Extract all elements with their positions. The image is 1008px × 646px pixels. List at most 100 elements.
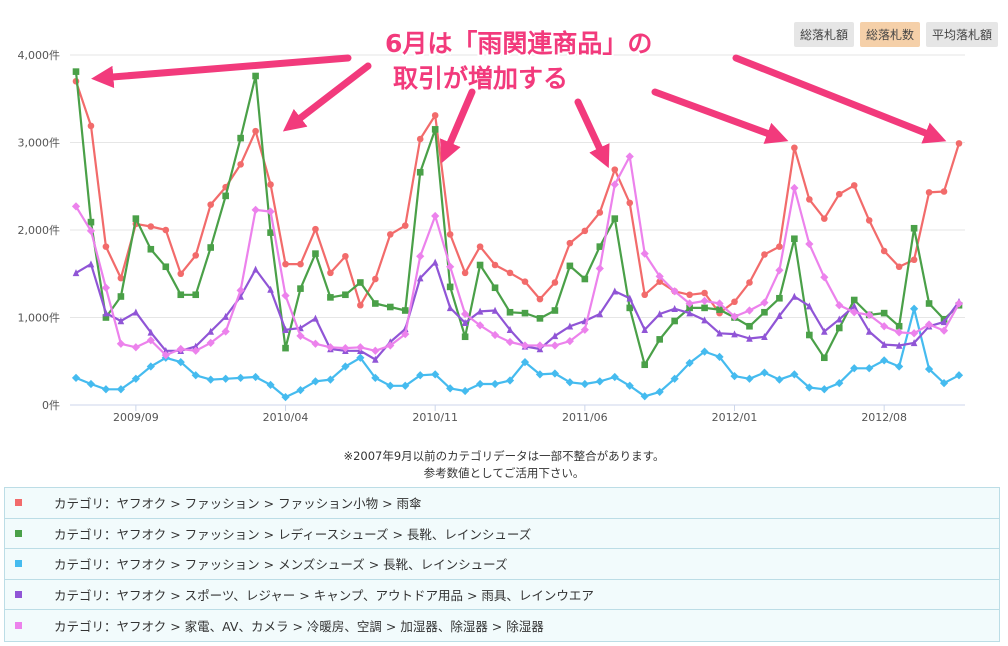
series-4 [71,152,964,360]
data-point [581,275,589,283]
data-point [626,294,634,302]
data-point [880,340,888,348]
data-point [895,328,904,337]
data-point [131,343,140,352]
y-tick-label: 2,000件 [18,224,61,237]
data-point [626,304,634,312]
data-point [491,261,499,269]
data-point [791,144,798,152]
data-point [357,279,364,286]
x-tick-label: 2012/01 [712,411,758,424]
data-point [252,127,259,135]
data-point [252,265,259,273]
x-tick-label: 2010/04 [263,411,309,424]
tab-average-amount[interactable]: 平均落札額 [925,22,998,47]
data-point [716,306,723,313]
annotation-arrow [574,98,610,169]
data-point [880,322,889,331]
data-point [835,324,843,332]
data-point [745,374,754,383]
data-point [476,261,484,269]
data-point [850,308,859,317]
data-point [386,231,394,238]
data-point [910,329,919,338]
legend-swatch [15,529,22,537]
legend-item-ladies-rain-boots[interactable]: カテゴリ：ヤフオク > ファッション > レディースシューズ > 長靴、レインシ… [5,518,999,550]
data-point [101,283,111,292]
data-point [342,252,349,260]
legend-swatch [15,622,22,630]
data-point [520,341,530,350]
data-point [356,353,365,362]
data-point [146,362,155,371]
data-point [102,309,110,317]
data-point [880,309,888,317]
data-point [327,269,334,277]
data-point [865,310,874,319]
data-point [611,166,619,173]
data-point [640,249,649,258]
data-point [147,245,155,253]
data-point [505,337,515,347]
data-point [820,385,829,394]
data-point [87,260,95,268]
legend-item-mens-rain-boots[interactable]: カテゴリ：ヤフオク > ファッション > メンズシューズ > 長靴、レインシュー… [5,549,999,580]
data-point [177,270,185,278]
annotation-arrow [651,88,789,144]
data-point [746,322,753,330]
data-point [401,381,410,390]
data-point [791,292,798,300]
x-tick-label: 2012/08 [861,411,907,424]
legend-item-dehumidifier[interactable]: カテゴリ：ヤフオク > 家電、AV、カメラ > 冷暖房、空調 > 加湿器、除湿器… [5,610,999,641]
legend-label: カテゴリ：ヤフオク > 家電、AV、カメラ > 冷暖房、空調 > 加湿器、除湿器… [54,619,544,635]
data-point [386,303,394,311]
series-line [75,155,960,357]
data-point [222,192,229,200]
data-point [895,341,903,349]
data-point [132,308,140,316]
y-tick-label: 1,000件 [18,312,61,325]
data-point [566,239,574,247]
data-point [132,215,140,222]
data-point [461,318,469,327]
data-point [596,310,604,318]
data-point [865,364,874,373]
data-point [671,304,678,313]
data-point [416,274,424,282]
data-point [401,307,409,314]
annotation-arrow [282,62,372,132]
data-point [207,327,214,335]
annotation-arrow [439,88,476,164]
data-point [775,266,784,275]
data-point [790,370,799,379]
data-point [611,215,619,222]
data-point [461,386,470,396]
data-point [191,371,200,380]
data-point [267,229,274,236]
data-point [701,316,708,324]
data-point [207,201,214,208]
legend: カテゴリ：ヤフオク > ファッション > ファッション小物 > 雨傘 カテゴリ：… [4,487,1000,642]
data-point [342,291,349,299]
legend-item-rainwear[interactable]: カテゴリ：ヤフオク > スポーツ、レジャー > キャンプ、アウトドア用品 > 雨… [5,579,999,611]
x-tick-label: 2010/11 [412,411,458,424]
data-point [206,338,215,347]
data-point [910,339,918,347]
data-point [880,247,888,255]
tab-total-count[interactable]: 総落札数 [859,22,920,47]
data-point [371,373,380,382]
data-point [596,209,604,216]
data-point [700,296,709,305]
data-point [806,331,813,339]
tab-total-amount[interactable]: 総落札額 [793,22,854,47]
data-point [641,291,649,299]
data-point [791,235,798,243]
data-point [925,189,933,196]
data-point [835,315,843,323]
data-point [491,284,499,292]
legend-item-umbrella[interactable]: カテゴリ：ヤフオク > ファッション > ファッション小物 > 雨傘 [5,488,999,519]
data-point [580,325,589,334]
data-point [341,344,350,353]
data-point [940,188,948,195]
data-point [431,211,440,221]
